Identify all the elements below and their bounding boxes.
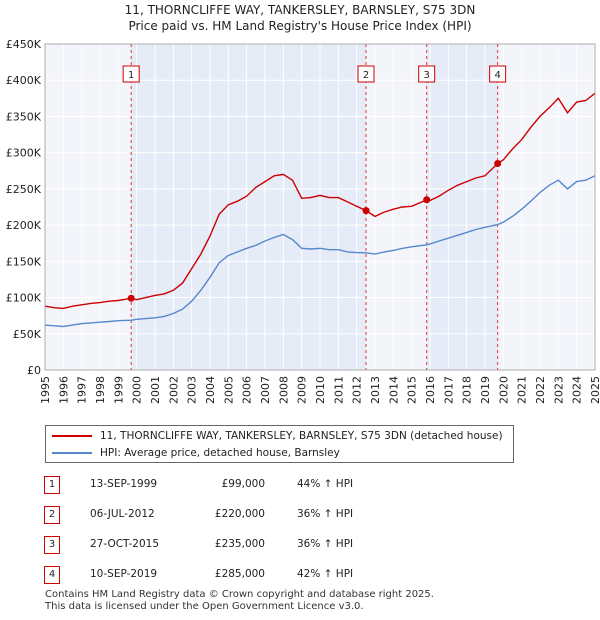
x-tick-label: 2016	[424, 376, 437, 404]
legend-label-property: 11, THORNCLIFFE WAY, TANKERSLEY, BARNSLE…	[100, 430, 503, 442]
sale-date: 13-SEP-1999	[90, 478, 158, 490]
x-tick-label: 2012	[351, 376, 364, 404]
sale-point	[362, 207, 370, 215]
x-tick-label: 1996	[57, 376, 70, 404]
x-tick-label: 1998	[94, 376, 107, 404]
legend-swatch-red	[52, 435, 92, 437]
annotation-label: 2	[363, 70, 369, 81]
future-region	[593, 44, 595, 370]
y-tick-label: £150K	[6, 255, 42, 268]
x-tick-label: 2024	[571, 376, 584, 404]
x-tick-label: 2005	[222, 376, 235, 404]
sale-point	[127, 294, 135, 302]
x-tick-label: 2022	[534, 376, 547, 404]
annotation-box	[357, 65, 375, 83]
y-tick-label: £300K	[6, 147, 42, 160]
sale-marker-label: 4	[44, 566, 60, 584]
x-tick-label: 2014	[387, 376, 400, 404]
annotation-box	[489, 65, 507, 83]
plot-border	[44, 43, 596, 371]
chart-title: 11, THORNCLIFFE WAY, TANKERSLEY, BARNSLE…	[124, 3, 476, 17]
footer-line-2: This data is licensed under the Open Gov…	[45, 601, 364, 612]
x-tick-label: 2008	[277, 376, 290, 404]
sale-hpi: 44% ↑ HPI	[297, 478, 354, 490]
sale-row: 2 06-JUL-2012 £220,000 36% ↑ HPI	[0, 506, 600, 526]
sale-price: £220,000	[214, 508, 265, 520]
x-tick-label: 2002	[167, 376, 180, 404]
legend-swatch-blue	[52, 452, 92, 454]
sale-marker-label: 3	[44, 536, 60, 554]
legend-item-hpi: HPI: Average price, detached house, Barn…	[52, 445, 340, 461]
x-tick-label: 2007	[259, 376, 272, 404]
series-line-hpi	[44, 175, 596, 328]
annotation-label: 1	[128, 70, 134, 81]
shaded-period	[131, 44, 367, 370]
annotation-label: 4	[494, 70, 500, 81]
sale-date: 06-JUL-2012	[90, 508, 155, 520]
legend: 11, THORNCLIFFE WAY, TANKERSLEY, BARNSLE…	[45, 425, 514, 463]
y-tick-label: £100K	[6, 292, 42, 305]
x-tick-label: 2025	[589, 376, 600, 404]
x-tick-label: 2000	[131, 376, 144, 404]
x-tick-label: 2013	[369, 376, 382, 404]
sale-hpi: 36% ↑ HPI	[297, 538, 354, 550]
y-tick-label: £250K	[6, 183, 42, 196]
sale-hpi: 36% ↑ HPI	[297, 508, 354, 520]
x-tick-label: 1999	[112, 376, 125, 404]
x-tick-label: 1995	[39, 376, 52, 404]
chart-subtitle: Price paid vs. HM Land Registry's House …	[128, 19, 472, 33]
x-tick-label: 2018	[461, 376, 474, 404]
sale-marker-label: 2	[44, 506, 60, 524]
sale-row: 3 27-OCT-2015 £235,000 36% ↑ HPI	[0, 536, 600, 556]
x-tick-label: 2020	[497, 376, 510, 404]
price-chart: £0 £50K £100K £150K £200K £250K £300K £350K £400…	[6, 38, 600, 404]
y-tick-label: £0	[27, 364, 41, 377]
x-tick-label: 2011	[332, 376, 345, 404]
annotation-label: 3	[424, 70, 430, 81]
legend-item-property: 11, THORNCLIFFE WAY, TANKERSLEY, BARNSLE…	[52, 428, 503, 444]
sale-point	[423, 196, 431, 204]
footer-line-1: Contains HM Land Registry data © Crown c…	[45, 589, 434, 600]
y-tick-label: £200K	[6, 219, 42, 232]
x-tick-label: 1997	[76, 376, 89, 404]
y-tick-label: £50K	[13, 328, 42, 341]
sale-date: 27-OCT-2015	[90, 538, 159, 550]
x-tick-label: 2021	[516, 376, 529, 404]
annotation-box	[418, 65, 436, 83]
sale-row: 1 13-SEP-1999 £99,000 44% ↑ HPI	[0, 476, 600, 496]
sale-row: 4 10-SEP-2019 £285,000 42% ↑ HPI	[0, 566, 600, 586]
x-tick-label: 2017	[442, 376, 455, 404]
x-tick-label: 2010	[314, 376, 327, 404]
x-tick-label: 2004	[204, 376, 217, 404]
x-tick-label: 2006	[241, 376, 254, 404]
shaded-period	[426, 44, 498, 370]
sale-marker-label: 1	[44, 476, 60, 494]
footer: Contains HM Land Registry data © Crown c…	[45, 589, 434, 613]
sale-date: 10-SEP-2019	[90, 568, 158, 580]
y-tick-label: £450K	[6, 38, 42, 51]
x-tick-label: 2019	[479, 376, 492, 404]
x-tick-label: 2015	[406, 376, 419, 404]
x-tick-label: 2023	[552, 376, 565, 404]
sale-hpi: 42% ↑ HPI	[297, 568, 354, 580]
x-tick-label: 2003	[186, 376, 199, 404]
sale-price: £285,000	[214, 568, 265, 580]
y-tick-label: £350K	[6, 110, 42, 123]
sale-price: £99,000	[221, 478, 265, 490]
legend-label-hpi: HPI: Average price, detached house, Barn…	[100, 447, 340, 459]
y-tick-label: £400K	[6, 74, 42, 87]
sale-point	[494, 160, 502, 168]
x-tick-label: 2001	[149, 376, 162, 404]
x-tick-label: 2009	[296, 376, 309, 404]
sale-price: £235,000	[214, 538, 265, 550]
series-line-property	[44, 92, 596, 310]
annotation-box	[122, 65, 140, 83]
